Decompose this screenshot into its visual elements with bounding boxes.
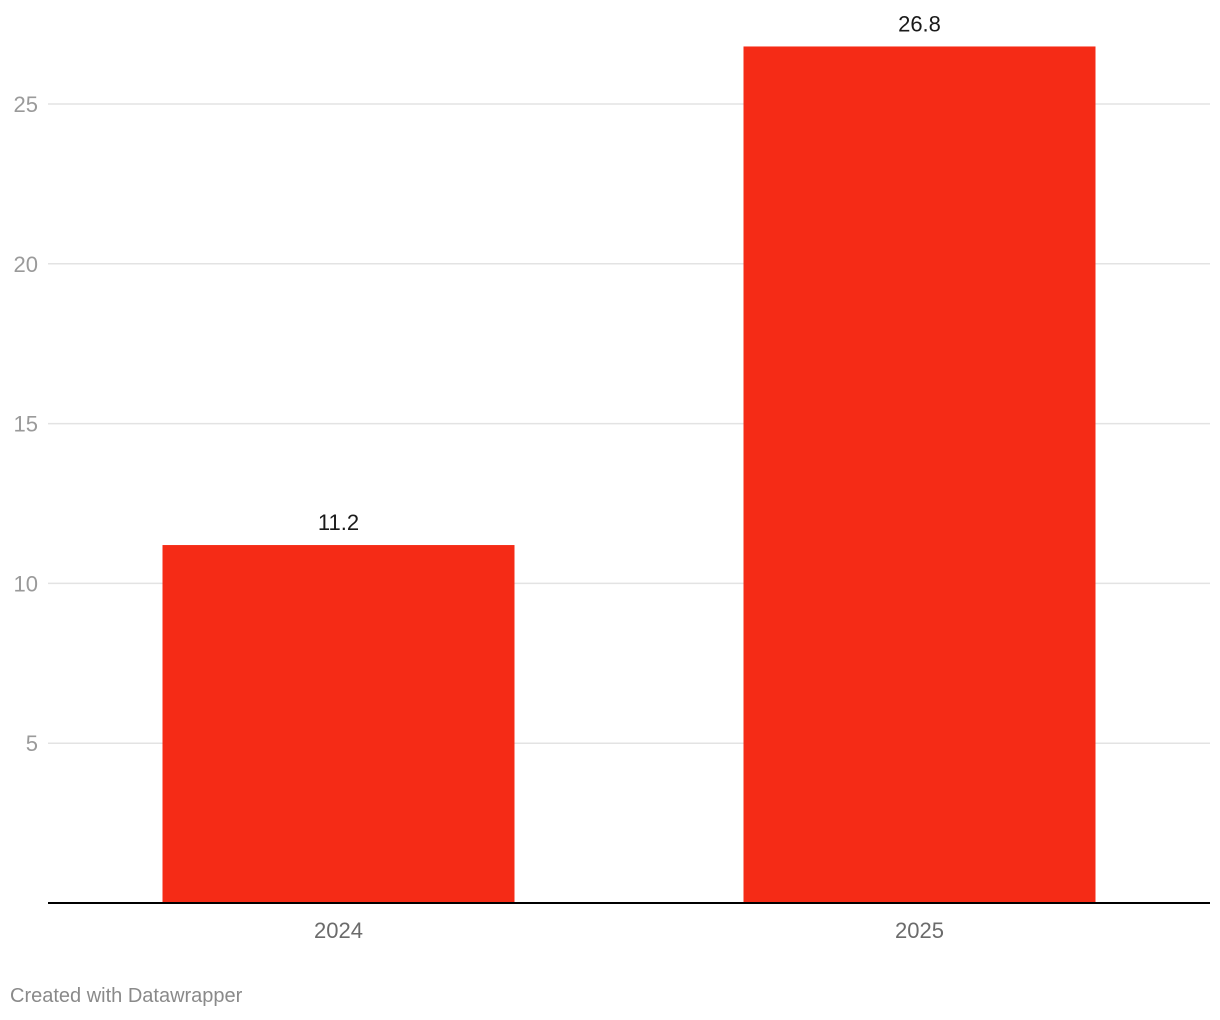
bar-2025	[743, 46, 1096, 904]
y-tick-label-25: 25	[14, 92, 38, 117]
value-label-2025: 26.8	[898, 11, 941, 36]
x-tick-label-2024: 2024	[314, 918, 363, 943]
y-tick-label-5: 5	[26, 731, 38, 756]
y-tick-label-10: 10	[14, 571, 38, 596]
bar-2024	[162, 545, 515, 903]
y-tick-label-20: 20	[14, 252, 38, 277]
footer-credit: Created with Datawrapper	[10, 985, 243, 1007]
bars-layer	[162, 46, 1096, 904]
value-label-2024: 11.2	[318, 510, 359, 535]
x-tick-label-2025: 2025	[895, 918, 944, 943]
y-tick-label-15: 15	[14, 412, 38, 437]
